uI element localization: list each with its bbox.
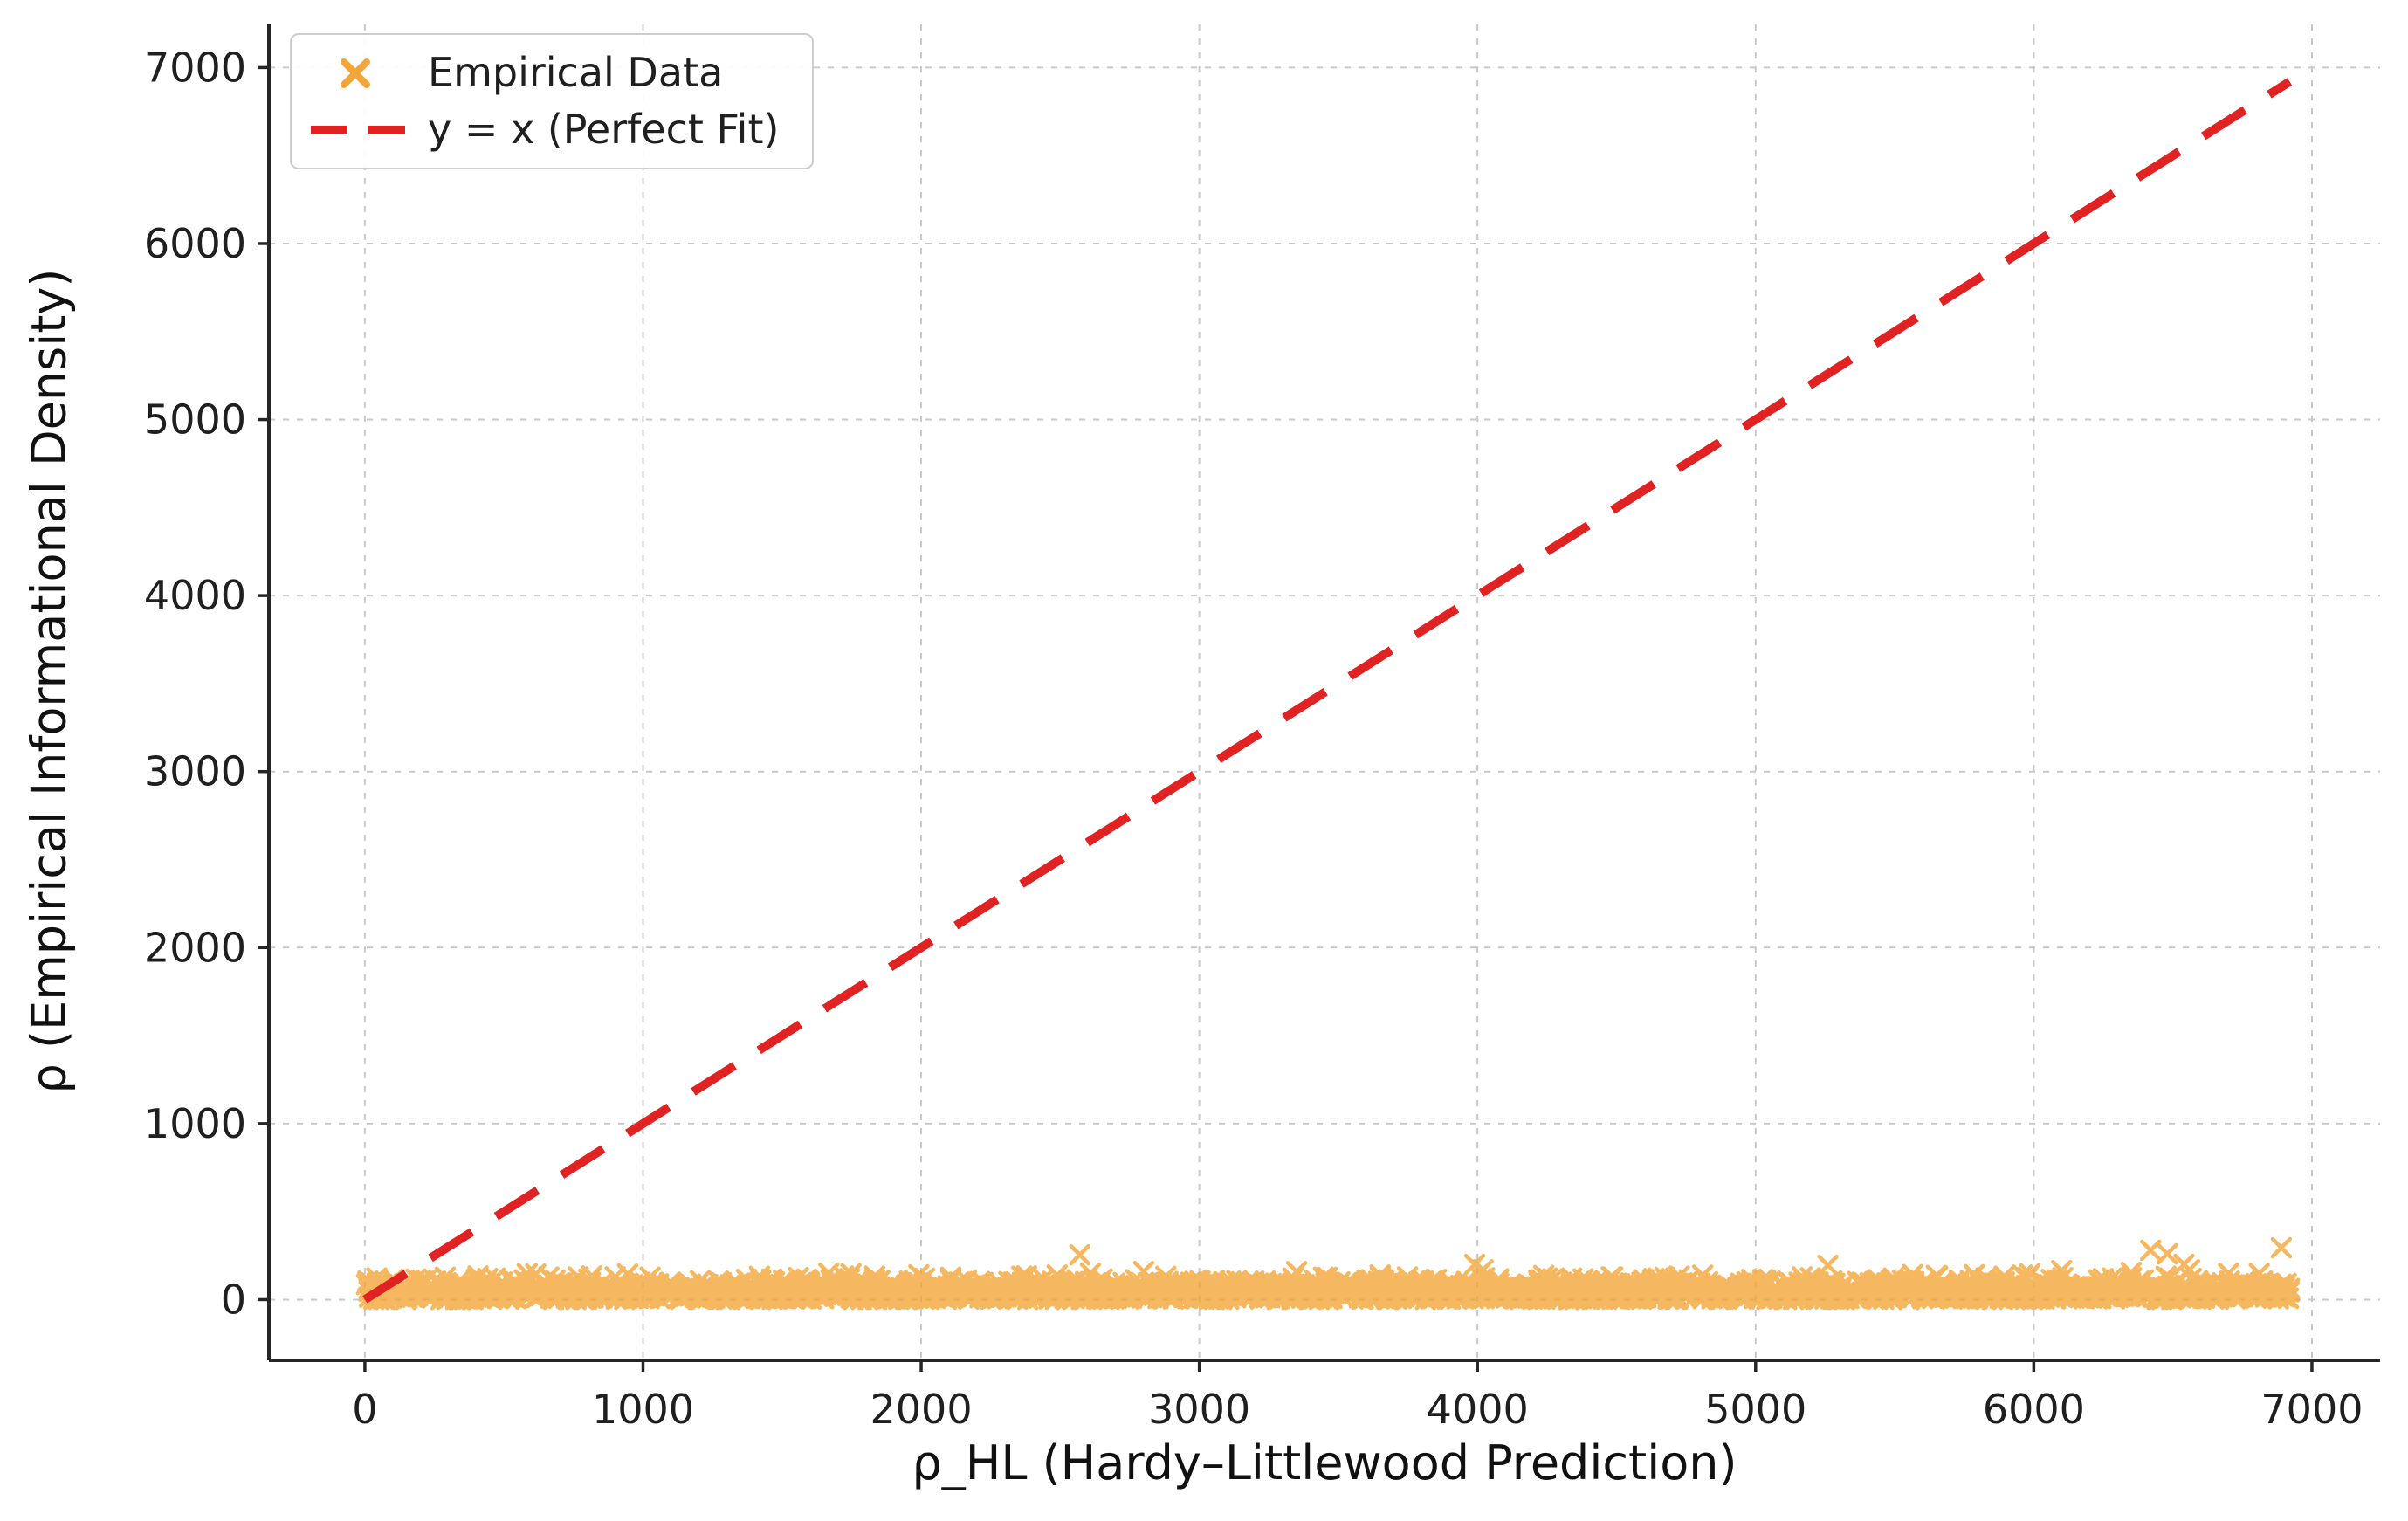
y-tick-label: 5000 xyxy=(144,396,246,444)
x-tick-label: 4000 xyxy=(1427,1386,1529,1433)
y-tick-label: 1000 xyxy=(144,1100,246,1147)
x-tick-label: 1000 xyxy=(592,1386,694,1433)
x-marker-icon xyxy=(341,58,370,88)
y-axis-label: ρ (Empirical Informational Density) xyxy=(21,268,77,1094)
legend-item-empirical-data: Empirical Data xyxy=(306,49,779,97)
y-tick-label: 7000 xyxy=(144,44,246,91)
legend-label-perfect-fit: y = x (Perfect Fit) xyxy=(428,106,780,154)
legend-label-empirical-data: Empirical Data xyxy=(428,49,724,96)
tick-labels: 0 1000 2000 3000 4000 5000 6000 7000 0 1000 2000 30… xyxy=(144,44,2363,1433)
x-axis-label: ρ_HL (Hardy–Littlewood Prediction) xyxy=(912,1435,1737,1490)
x-tick-label: 5000 xyxy=(1704,1386,1806,1433)
y-tick-label: 4000 xyxy=(144,572,246,619)
dashed-line-icon xyxy=(311,125,405,134)
y-tick-label: 2000 xyxy=(144,924,246,971)
scatter-points xyxy=(355,1236,2301,1311)
x-tick-label: 0 xyxy=(352,1386,377,1433)
x-tick-label: 2000 xyxy=(870,1386,973,1433)
x-tick-label: 3000 xyxy=(1148,1386,1250,1433)
legend: Empirical Data y = x (Perfect Fit) xyxy=(290,33,815,170)
legend-item-perfect-fit: y = x (Perfect Fit) xyxy=(306,106,779,154)
y-tick-label: 0 xyxy=(221,1276,246,1323)
x-tick-label: 6000 xyxy=(1983,1386,2085,1433)
tick-marks xyxy=(258,65,2314,1372)
y-tick-label: 3000 xyxy=(144,748,246,795)
x-tick-label: 7000 xyxy=(2260,1386,2363,1433)
identity-line xyxy=(362,78,2293,1304)
y-tick-label: 6000 xyxy=(144,220,246,267)
